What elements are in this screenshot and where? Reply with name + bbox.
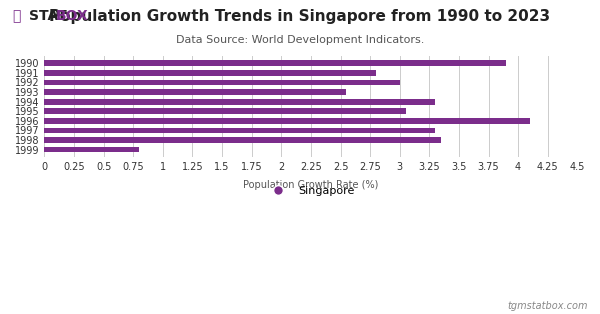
- Bar: [44, 80, 400, 85]
- Bar: [44, 108, 406, 114]
- Text: tgmstatbox.com: tgmstatbox.com: [508, 301, 588, 311]
- Bar: [44, 137, 441, 143]
- Bar: [44, 89, 346, 95]
- Bar: [44, 70, 376, 76]
- Bar: [44, 147, 139, 153]
- Legend: Singapore: Singapore: [263, 181, 359, 200]
- Bar: [44, 118, 530, 124]
- Bar: [44, 99, 435, 105]
- X-axis label: Population Growth Rate (%): Population Growth Rate (%): [243, 180, 379, 190]
- Text: ⬧: ⬧: [12, 9, 20, 24]
- Text: Data Source: World Development Indicators.: Data Source: World Development Indicator…: [176, 35, 424, 45]
- Text: STAT: STAT: [29, 9, 67, 24]
- Bar: [44, 60, 506, 66]
- Text: Population Growth Trends in Singapore from 1990 to 2023: Population Growth Trends in Singapore fr…: [49, 9, 551, 24]
- Bar: [44, 127, 435, 133]
- Text: BOX: BOX: [56, 9, 89, 24]
